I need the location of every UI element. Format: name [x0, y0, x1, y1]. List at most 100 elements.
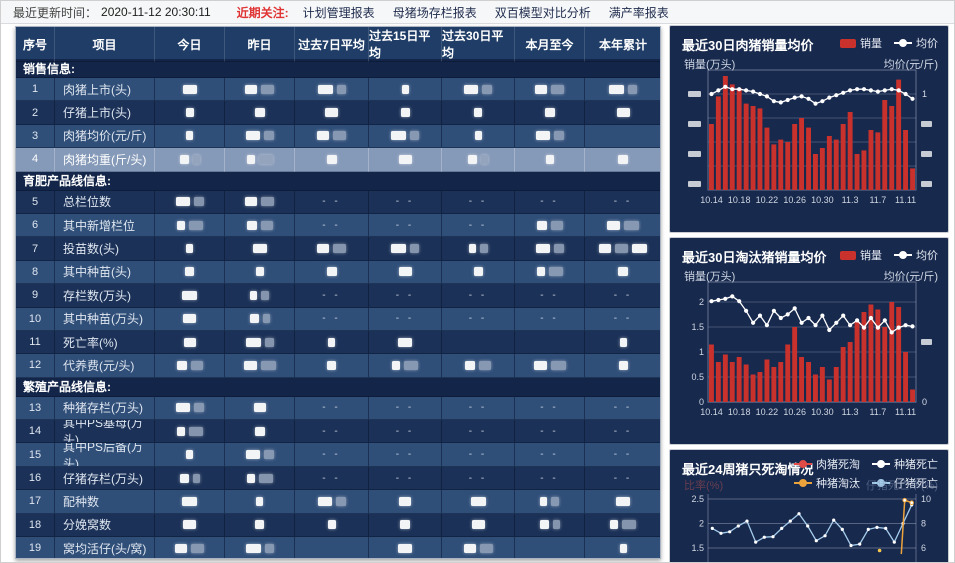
row-index: 1	[16, 78, 55, 102]
legend-swatch-icon	[794, 460, 812, 468]
cell-redacted-value	[442, 354, 515, 378]
legend-label: 均价	[916, 250, 938, 262]
y-axis-label-left: 销量(万头)	[684, 59, 736, 71]
table-row[interactable]: 9 存栏数(万头) - -- -- -- -- -	[16, 284, 660, 308]
table-row[interactable]: 12 代养费(元/头)	[16, 354, 660, 378]
table-row[interactable]: 3 肉猪均价(元/斤)	[16, 124, 660, 149]
svg-text:10.14: 10.14	[700, 407, 723, 417]
cell-no-data: - -	[585, 420, 660, 444]
cell-redacted-value	[225, 260, 295, 285]
svg-text:11.3: 11.3	[842, 407, 859, 417]
cell-redacted-value	[515, 490, 585, 514]
report-link-1[interactable]: 计划管理报表	[302, 5, 375, 20]
table-row[interactable]: 2 仔猪上市(头)	[16, 101, 660, 125]
table-row[interactable]: 1 肉猪上市(头)	[16, 78, 660, 102]
row-index: 14	[16, 420, 55, 444]
column-header: 项目	[55, 27, 155, 62]
cell-no-data: - -	[515, 443, 585, 467]
row-label: 其中种苗(头)	[55, 260, 155, 285]
report-link-4[interactable]: 满产率报表	[608, 5, 669, 20]
cell-redacted-value	[155, 307, 225, 331]
chart-panel-cull-sales: 最近30日淘汰猪销量均价 销量 均价 销量(万头) 均价(元/斤) 2 1.5 1 0.…	[669, 237, 949, 445]
legend-label: 销量	[860, 38, 882, 50]
row-index: 8	[16, 260, 55, 285]
table-row[interactable]: 6 其中新增栏位 - -- -- -	[16, 213, 660, 238]
legend-item[interactable]: 销量	[840, 247, 882, 263]
chart-panel-mortality: 最近24周猪只死淘情况 肉猪死淘 种猪死亡 种猪淘汰 仔猪死亡 比率(%) 仔猪死亡率…	[669, 449, 949, 563]
report-links-nav: 计划管理报表 母猪场存栏报表 双百模型对比分析 满产率报表	[303, 4, 669, 21]
cell-empty	[585, 125, 660, 149]
cell-no-data: - -	[515, 307, 585, 331]
bar-line-chart-pig-sales[interactable]: 10.14 10.18 10.22 10.26 10.30 11.3 11.7 11.11 1	[680, 64, 940, 224]
cell-no-data: - -	[369, 396, 442, 421]
table-row[interactable]: 16 仔猪存栏(万头) - -- -- -- -- -	[16, 466, 660, 491]
cell-redacted-value	[225, 237, 295, 261]
cell-redacted-value	[155, 330, 225, 355]
cell-redacted-value	[225, 420, 295, 444]
cell-redacted-value	[295, 124, 369, 149]
line-chart-mortality[interactable]: 2.5 2 1.5 10 8 6	[680, 486, 940, 563]
legend-item[interactable]: 肉猪死淘	[794, 456, 860, 472]
svg-text:11.3: 11.3	[842, 195, 859, 205]
legend-label: 销量	[860, 250, 882, 262]
table-row[interactable]: 10 其中种苗(万头) - -- -- -- -- -	[16, 307, 660, 331]
legend-item[interactable]: 仔猪死亡	[872, 475, 938, 491]
row-label: 窝均活仔(头/窝)	[55, 537, 155, 558]
legend-swatch-icon	[894, 251, 912, 259]
update-time-value: 2020-11-12 20:30:11	[101, 5, 211, 19]
report-link-3[interactable]: 双百模型对比分析	[494, 5, 591, 20]
chart-legend: 肉猪死淘 种猪死亡 种猪淘汰 仔猪死亡	[794, 456, 938, 491]
table-row[interactable]: 15 其中PS后备(万头) - -- -- -- -- -	[16, 443, 660, 467]
table-row[interactable]: 5 总栏位数 - -- -- -- -- -	[16, 190, 660, 214]
cell-redacted-value	[369, 490, 442, 514]
cell-redacted-value	[369, 124, 442, 149]
report-link-2[interactable]: 母猪场存栏报表	[392, 5, 477, 20]
cell-redacted-value	[369, 260, 442, 285]
svg-text:2: 2	[699, 297, 704, 307]
cell-no-data: - -	[442, 443, 515, 467]
row-label: 投苗数(头)	[55, 237, 155, 261]
legend-swatch-icon	[872, 479, 890, 487]
column-header: 序号	[16, 27, 55, 62]
legend-label: 肉猪死淘	[816, 459, 860, 471]
cell-redacted-value	[295, 354, 369, 378]
cell-no-data: - -	[442, 190, 515, 214]
row-label: 仔猪上市(头)	[55, 101, 155, 125]
legend-item[interactable]: 均价	[894, 35, 938, 51]
row-index: 15	[16, 443, 55, 467]
row-index: 12	[16, 354, 55, 378]
row-index: 13	[16, 396, 55, 421]
table-row[interactable]: 17 配种数	[16, 490, 660, 514]
section-header: 繁殖产品线信息:	[16, 377, 660, 397]
chart-panel-pig-sales: 最近30日肉猪销量均价 销量 均价 销量(万头) 均价(元/斤) 10.14 10.…	[669, 25, 949, 233]
cell-redacted-value	[585, 261, 660, 285]
legend-item[interactable]: 均价	[894, 247, 938, 263]
table-row[interactable]: 11 死亡率(%)	[16, 330, 660, 355]
legend-item[interactable]: 销量	[840, 35, 882, 51]
table-row[interactable]: 4 肉猪均重(斤/头)	[16, 148, 660, 172]
column-header: 本月至今	[515, 27, 585, 62]
cell-no-data: - -	[295, 420, 369, 444]
cell-redacted-value	[369, 354, 442, 378]
table-row[interactable]: 19 窝均活仔(头/窝)	[16, 537, 660, 558]
table-header-row: 序号 项目 今日 昨日 过去7日平均 过去15日平均 过去30日平均 本月至今 本年累计	[16, 27, 660, 62]
cell-redacted-value	[585, 148, 660, 172]
cell-no-data: - -	[442, 213, 515, 238]
legend-item[interactable]: 种猪死亡	[872, 456, 938, 472]
table-row[interactable]: 8 其中种苗(头)	[16, 260, 660, 285]
cell-redacted-value	[515, 101, 585, 125]
cell-redacted-value	[585, 78, 660, 102]
legend-item[interactable]: 种猪淘汰	[794, 475, 860, 491]
cell-redacted-value	[225, 443, 295, 467]
table-row[interactable]: 7 投苗数(头)	[16, 237, 660, 261]
cell-redacted-value	[295, 237, 369, 261]
row-label: 代养费(元/头)	[55, 354, 155, 378]
table-row[interactable]: 14 其中PS基母(万头) - -- -- -- -- -	[16, 420, 660, 444]
row-index: 5	[16, 190, 55, 214]
table-row[interactable]: 13 种猪存栏(万头) - -- -- -- -- -	[16, 396, 660, 421]
cell-redacted-value	[295, 101, 369, 125]
table-row[interactable]: 18 分娩窝数	[16, 513, 660, 538]
cell-redacted-value	[155, 237, 225, 261]
cell-redacted-value	[155, 396, 225, 421]
